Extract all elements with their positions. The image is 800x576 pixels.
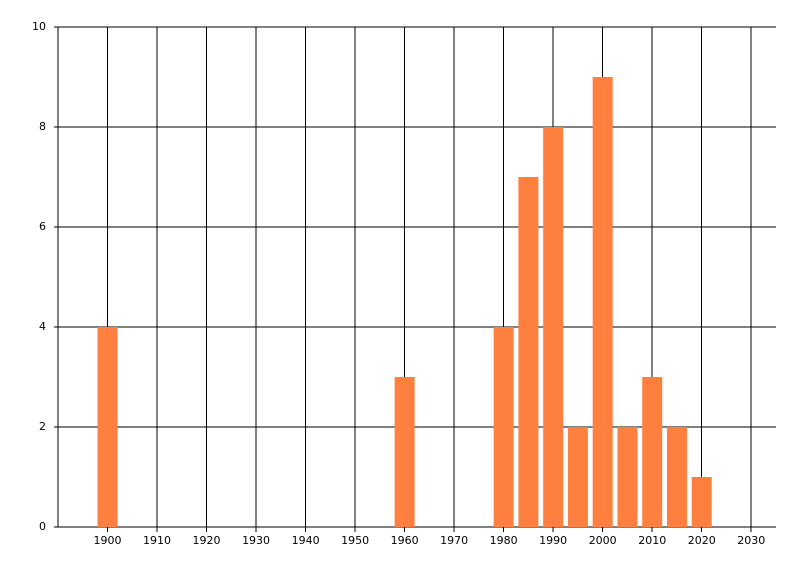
x-tick-label: 2010 bbox=[638, 534, 666, 547]
bar bbox=[617, 427, 638, 527]
x-tick-label: 2030 bbox=[737, 534, 765, 547]
y-tick-label: 4 bbox=[39, 320, 46, 333]
x-tick-label: 1990 bbox=[539, 534, 567, 547]
bar bbox=[691, 477, 712, 527]
x-tick-label: 1980 bbox=[490, 534, 518, 547]
bar bbox=[592, 77, 613, 527]
x-tick-label: 2000 bbox=[589, 534, 617, 547]
bar bbox=[394, 377, 415, 527]
x-tick-label: 2020 bbox=[688, 534, 716, 547]
x-tick-label: 1910 bbox=[143, 534, 171, 547]
x-tick-label: 1930 bbox=[242, 534, 270, 547]
bar bbox=[518, 177, 539, 527]
bar bbox=[642, 377, 663, 527]
bar bbox=[97, 327, 118, 527]
x-tick-label: 1900 bbox=[94, 534, 122, 547]
x-tick-label: 1970 bbox=[440, 534, 468, 547]
x-tick-label: 1920 bbox=[193, 534, 221, 547]
y-tick-label: 10 bbox=[32, 20, 46, 33]
bar bbox=[543, 127, 564, 527]
bar bbox=[666, 427, 687, 527]
x-tick-label: 1960 bbox=[391, 534, 419, 547]
y-tick-label: 2 bbox=[39, 420, 46, 433]
y-tick-label: 0 bbox=[39, 520, 46, 533]
y-tick-label: 8 bbox=[39, 120, 46, 133]
bar bbox=[493, 327, 514, 527]
y-tick-label: 6 bbox=[39, 220, 46, 233]
x-tick-label: 1950 bbox=[341, 534, 369, 547]
bar bbox=[567, 427, 588, 527]
x-tick-label: 1940 bbox=[292, 534, 320, 547]
